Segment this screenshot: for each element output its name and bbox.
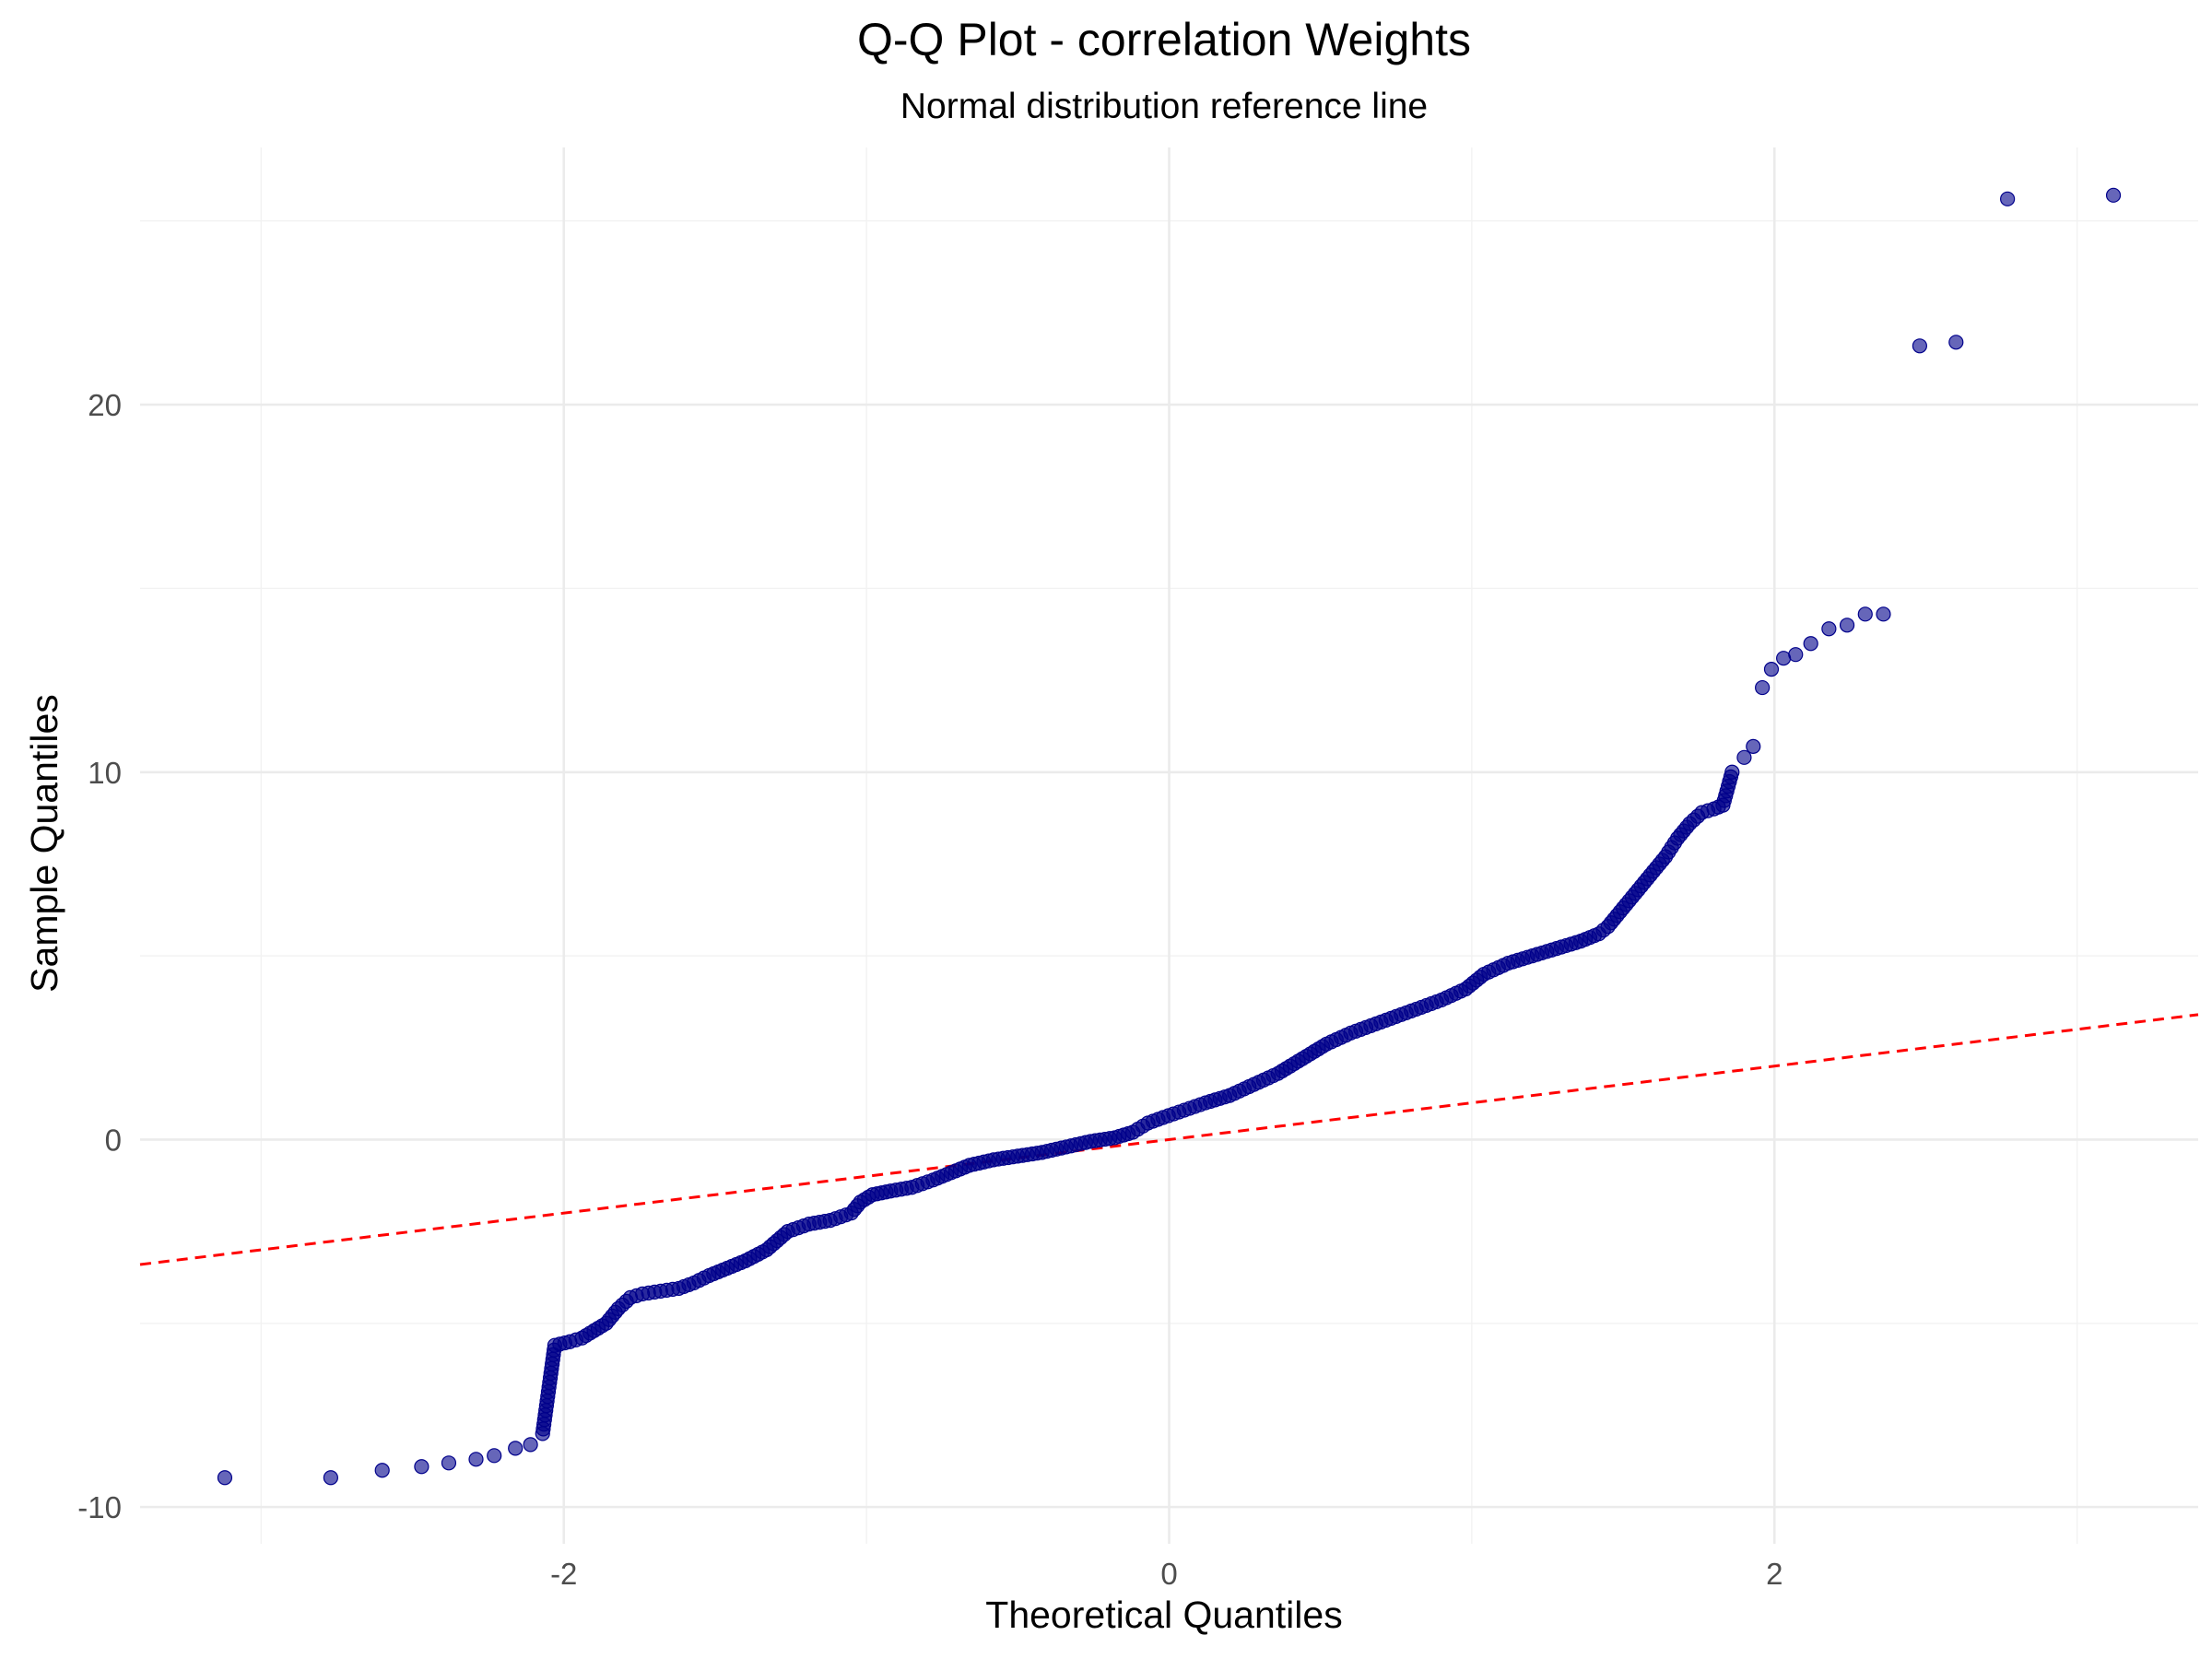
- data-point: [374, 1463, 390, 1478]
- data-point: [441, 1455, 457, 1471]
- data-point: [323, 1470, 338, 1486]
- data-point: [1821, 621, 1837, 637]
- chart-subtitle: Normal distribution reference line: [900, 87, 1428, 126]
- data-point: [1736, 749, 1752, 765]
- x-axis-tick-labels: -2 0 2: [550, 1557, 1783, 1591]
- data-point: [2000, 191, 2016, 206]
- data-point: [1839, 618, 1855, 633]
- data-point: [414, 1459, 429, 1475]
- data-point: [217, 1470, 233, 1486]
- data-point: [1876, 606, 1891, 622]
- y-tick-label: 20: [88, 388, 122, 422]
- reference-line: [139, 1013, 2199, 1266]
- data-point: [1948, 335, 1964, 350]
- y-tick-label: 0: [105, 1123, 122, 1157]
- data-point: [1724, 764, 1740, 780]
- chart-title: Q-Q Plot - correlation Weights: [857, 14, 1471, 65]
- data-point: [1755, 679, 1771, 696]
- data-point: [487, 1448, 502, 1464]
- data-point: [2105, 187, 2122, 203]
- y-axis-title: Sample Quantiles: [23, 694, 65, 993]
- x-tick-label: 2: [1766, 1557, 1783, 1591]
- data-point: [1857, 606, 1873, 622]
- x-axis-title: Theoretical Quantiles: [985, 1594, 1342, 1636]
- data-point: [1912, 338, 1927, 354]
- data-points: [217, 187, 2122, 1486]
- data-point: [1763, 662, 1780, 677]
- x-tick-label: -2: [550, 1557, 577, 1591]
- x-tick-label: 0: [1160, 1557, 1177, 1591]
- data-point: [1746, 738, 1761, 754]
- y-tick-label: -10: [77, 1490, 122, 1524]
- y-axis-tick-labels: -10 0 10 20: [77, 388, 122, 1524]
- data-point: [1788, 647, 1804, 663]
- data-point: [1803, 636, 1818, 652]
- reference-line-layer: [139, 1013, 2199, 1266]
- data-point: [468, 1452, 484, 1467]
- data-point: [523, 1437, 538, 1453]
- y-tick-label: 10: [88, 756, 122, 790]
- data-point: [508, 1441, 524, 1456]
